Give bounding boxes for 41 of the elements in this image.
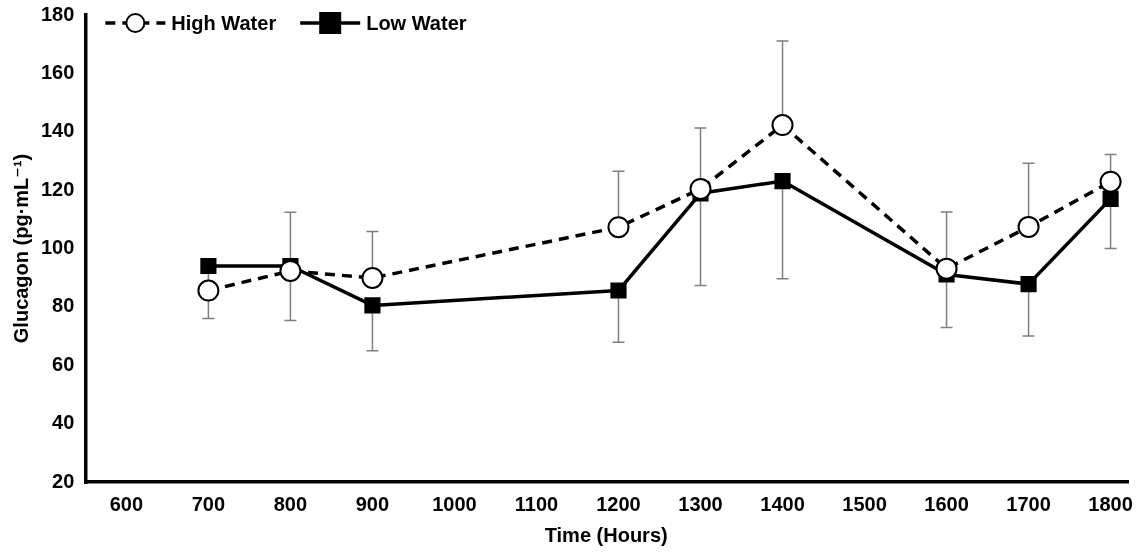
legend-label: High Water: [171, 11, 277, 34]
point: [689, 177, 712, 200]
y-tick-label: 60: [52, 352, 75, 375]
y-tick-label: 80: [52, 294, 75, 317]
x-tick-label: 900: [355, 492, 390, 515]
y-axis-title: Glucagon (pg·mL⁻¹): [9, 153, 32, 344]
x-tick-label: 800: [273, 492, 308, 515]
point: [279, 259, 302, 282]
point: [1017, 215, 1040, 238]
legend-label: Low Water: [366, 11, 467, 34]
point: [935, 257, 958, 280]
x-tick-label: 1800: [1088, 492, 1133, 515]
point: [774, 173, 791, 190]
y-tick-label: 120: [40, 177, 75, 200]
point: [1102, 190, 1119, 207]
x-tick-label: 700: [191, 492, 226, 515]
y-tick-label: 100: [40, 236, 75, 259]
y-tick-label: 160: [40, 60, 75, 83]
point: [771, 114, 794, 137]
point: [607, 216, 630, 239]
x-tick-label: 1100: [514, 492, 559, 515]
point: [610, 282, 627, 299]
point: [1020, 276, 1037, 293]
y-tick-label: 40: [52, 411, 75, 434]
y-tick-label: 180: [40, 2, 75, 25]
point: [364, 297, 381, 314]
point: [361, 266, 384, 289]
x-tick-label: 1300: [678, 492, 723, 515]
point: [1099, 170, 1122, 193]
x-tick-label: 1600: [924, 492, 969, 515]
x-tick-label: 1400: [760, 492, 805, 515]
x-tick-label: 1000: [432, 492, 477, 515]
point: [197, 279, 220, 302]
y-tick-label: 20: [52, 469, 75, 492]
x-axis-title: Time (Hours): [544, 523, 668, 546]
x-tick-label: 1700: [1006, 492, 1051, 515]
y-tick-label: 140: [40, 119, 75, 142]
x-tick-label: 600: [109, 492, 144, 515]
x-tick-label: 1500: [842, 492, 887, 515]
point: [200, 257, 217, 275]
x-tick-label: 1200: [596, 492, 641, 515]
